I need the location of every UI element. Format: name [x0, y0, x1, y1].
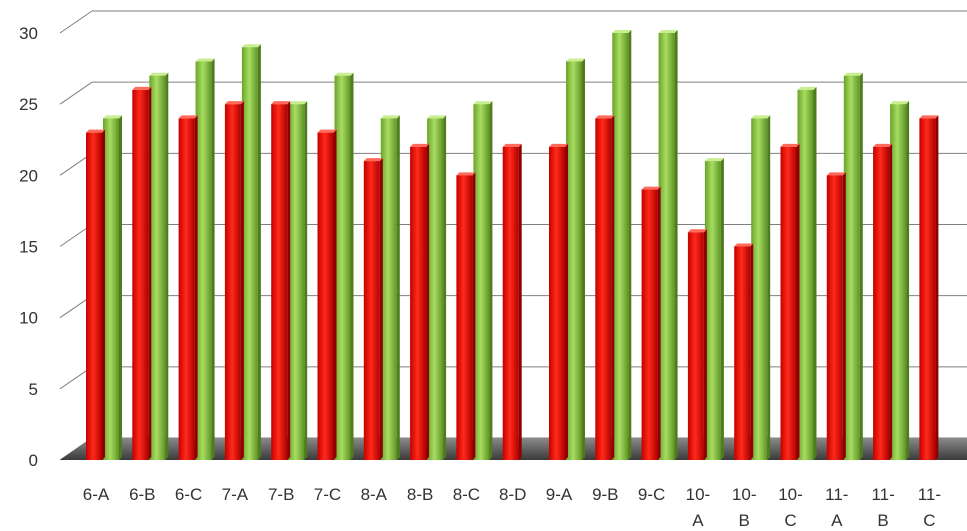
x-category-label: 8-B — [407, 485, 433, 504]
gridline-side — [59, 81, 93, 105]
x-category-label: 8-C — [453, 485, 480, 504]
x-category-label: 11- — [825, 485, 848, 504]
y-tick-label: 20 — [19, 166, 38, 185]
y-tick-label: 25 — [19, 95, 38, 114]
bar-series-1 — [178, 115, 198, 461]
bar-series-1 — [456, 172, 476, 461]
x-category-label: 7-A — [222, 485, 249, 504]
bar-series-2 — [149, 72, 169, 460]
bar-series-1 — [826, 172, 846, 461]
x-category-label: 10- — [686, 485, 711, 504]
y-tick-label: 0 — [29, 451, 38, 470]
bar-series-2 — [288, 101, 308, 461]
bar-series-2 — [751, 115, 771, 461]
x-category-label: 9-B — [592, 485, 618, 504]
gridline-side — [59, 10, 93, 34]
bar-series-2 — [241, 44, 261, 460]
y-tick-label: 10 — [19, 309, 38, 328]
bars-layer — [86, 30, 939, 461]
bar-series-2 — [334, 72, 354, 460]
bar-series-1 — [363, 158, 383, 460]
bar-series-2 — [473, 101, 493, 461]
bar-series-1 — [410, 143, 430, 460]
x-category-label: A — [692, 511, 704, 530]
bar-series-2 — [704, 158, 724, 460]
x-category-label: 8-D — [499, 485, 526, 504]
bar-series-2 — [658, 30, 678, 460]
x-category-label: 6-A — [83, 485, 110, 504]
bar-series-2 — [566, 58, 585, 460]
bar-series-1 — [595, 115, 615, 461]
bar-series-2 — [797, 86, 817, 460]
x-category-label: B — [877, 511, 888, 530]
bar-series-2 — [890, 101, 910, 461]
x-category-label: 9-C — [638, 485, 665, 504]
y-tick-label: 5 — [29, 380, 38, 399]
bar-series-2 — [195, 58, 215, 460]
bar-series-1 — [919, 115, 939, 461]
y-tick-label: 30 — [19, 24, 38, 43]
x-category-label: C — [784, 511, 796, 530]
bar-series-1 — [549, 143, 568, 460]
bar-series-2 — [380, 115, 400, 461]
bar-series-1 — [224, 101, 244, 461]
bar-series-1 — [86, 129, 105, 460]
x-category-label: 7-B — [268, 485, 294, 504]
x-category-label: 11- — [918, 485, 941, 504]
bar-series-1 — [873, 143, 893, 460]
x-category-label: 9-A — [546, 485, 573, 504]
bar-series-2 — [612, 30, 632, 460]
x-category-label: C — [923, 511, 935, 530]
bar-series-1 — [641, 186, 661, 461]
x-category-label: 11- — [871, 485, 894, 504]
bar-series-2 — [427, 115, 447, 461]
x-category-label: B — [739, 511, 750, 530]
y-tick-label: 15 — [19, 238, 38, 257]
x-category-label: 6-C — [175, 485, 202, 504]
bar-series-1 — [687, 229, 707, 460]
bar-series-2 — [103, 115, 122, 461]
x-axis-labels: 6-A 6-B 6-C 7-A 7-B 7-C 8-A 8-B 8-C 8-D 9-A 9-B 9-C 1… — [83, 485, 941, 530]
x-category-label: 10- — [732, 485, 757, 504]
x-category-label: 8-A — [361, 485, 388, 504]
bar-series-2 — [843, 72, 863, 460]
bar-series-1 — [271, 101, 291, 461]
bar-series-1 — [502, 143, 522, 460]
bar-series-1 — [317, 129, 337, 460]
y-axis-ticks: 0 5 10 15 20 25 30 — [19, 24, 38, 470]
x-category-label: A — [831, 511, 843, 530]
x-category-label: 6-B — [129, 485, 155, 504]
x-category-label: 7-C — [314, 485, 341, 504]
bar-series-1 — [132, 86, 152, 460]
bar-series-1 — [734, 243, 754, 460]
x-category-label: 10- — [778, 485, 803, 504]
bar-series-1 — [780, 143, 800, 460]
